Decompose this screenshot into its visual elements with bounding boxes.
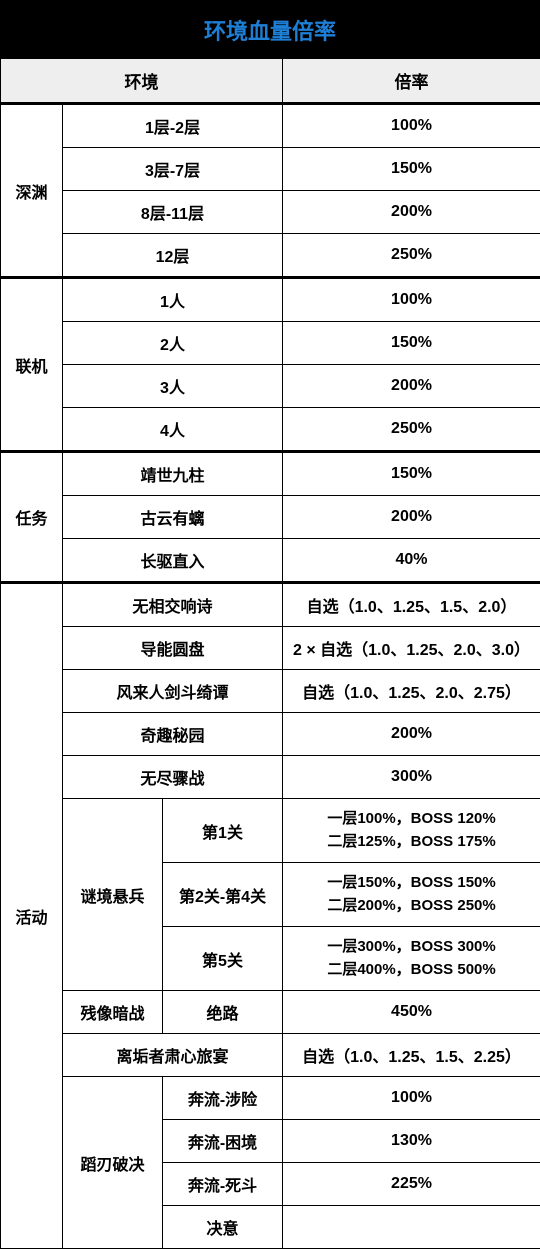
cell-rate: 100% [283,1077,540,1120]
cell-rate: 一层100%，BOSS 120% 二层125%，BOSS 175% [283,799,540,863]
cell-rate: 300% [283,756,540,799]
table-row: 3层-7层 150% [1,148,540,191]
cell-name: 导能圆盘 [63,627,283,670]
cell-rate: 一层300%，BOSS 300% 二层400%，BOSS 500% [283,927,540,991]
group-coop: 联机 [1,278,63,452]
cell-name: 长驱直入 [63,539,283,583]
cell-stage: 奔流-困境 [163,1120,283,1163]
table-container: 环境 倍率 深渊 1层-2层 100% 3层-7层 150% 8层-11层 20… [0,58,540,1249]
group-abyss: 深渊 [1,104,63,278]
table-row: 12层 250% [1,234,540,278]
cell-name: 12层 [63,234,283,278]
table-row: 活动 无相交响诗 自选（1.0、1.25、1.5、2.0） [1,583,540,627]
header-row: 环境 倍率 [1,59,540,104]
table-row: 导能圆盘 2 × 自选（1.0、1.25、2.0、3.0） [1,627,540,670]
cell-rate: 200% [283,713,540,756]
cell-name: 无尽骤战 [63,756,283,799]
cell-stage: 奔流-涉险 [163,1077,283,1120]
cell-rate: 150% [283,322,540,365]
cell-stage: 第5关 [163,927,283,991]
cell-name: 3层-7层 [63,148,283,191]
table-row: 无尽骤战 300% [1,756,540,799]
hp-multiplier-table: 环境 倍率 深渊 1层-2层 100% 3层-7层 150% 8层-11层 20… [0,58,540,1249]
table-row: 残像暗战 绝路 450% [1,991,540,1034]
cell-stage: 第1关 [163,799,283,863]
cell-rate: 150% [283,452,540,496]
page-title: 环境血量倍率 [0,0,540,58]
cell-rate: 40% [283,539,540,583]
cell-name: 2人 [63,322,283,365]
table-row: 风来人剑斗绮谭 自选（1.0、1.25、2.0、2.75） [1,670,540,713]
table-row: 联机 1人 100% [1,278,540,322]
cell-name: 古云有螭 [63,496,283,539]
cell-rate: 200% [283,365,540,408]
cell-rate: 一层150%，BOSS 150% 二层200%，BOSS 250% [283,863,540,927]
cell-rate [283,1206,540,1249]
group-quest: 任务 [1,452,63,583]
cell-stage: 奔流-死斗 [163,1163,283,1206]
cell-name: 奇趣秘园 [63,713,283,756]
cell-name: 靖世九柱 [63,452,283,496]
cell-name: 1人 [63,278,283,322]
table-row: 深渊 1层-2层 100% [1,104,540,148]
subgroup-mijing: 谜境悬兵 [63,799,163,991]
table-row: 谜境悬兵 第1关 一层100%，BOSS 120% 二层125%，BOSS 17… [1,799,540,863]
header-rate: 倍率 [283,59,540,104]
cell-rate: 自选（1.0、1.25、1.5、2.0） [283,583,540,627]
cell-rate: 250% [283,234,540,278]
cell-name: 3人 [63,365,283,408]
header-env: 环境 [1,59,283,104]
table-row: 4人 250% [1,408,540,452]
table-row: 3人 200% [1,365,540,408]
cell-rate: 150% [283,148,540,191]
cell-stage: 决意 [163,1206,283,1249]
table-row: 蹈刃破决 奔流-涉险 100% [1,1077,540,1120]
table-row: 2人 150% [1,322,540,365]
cell-name: 1层-2层 [63,104,283,148]
cell-rate: 200% [283,496,540,539]
cell-rate: 130% [283,1120,540,1163]
cell-rate: 自选（1.0、1.25、1.5、2.25） [283,1034,540,1077]
cell-rate: 100% [283,278,540,322]
cell-rate: 450% [283,991,540,1034]
cell-rate: 自选（1.0、1.25、2.0、2.75） [283,670,540,713]
table-row: 长驱直入 40% [1,539,540,583]
cell-rate: 100% [283,104,540,148]
table-row: 离垢者肃心旅宴 自选（1.0、1.25、1.5、2.25） [1,1034,540,1077]
cell-rate: 2 × 自选（1.0、1.25、2.0、3.0） [283,627,540,670]
table-row: 8层-11层 200% [1,191,540,234]
group-event: 活动 [1,583,63,1249]
cell-name: 风来人剑斗绮谭 [63,670,283,713]
subgroup-canxiang: 残像暗战 [63,991,163,1034]
table-row: 任务 靖世九柱 150% [1,452,540,496]
cell-rate: 250% [283,408,540,452]
cell-name: 无相交响诗 [63,583,283,627]
table-row: 奇趣秘园 200% [1,713,540,756]
cell-rate: 200% [283,191,540,234]
table-row: 古云有螭 200% [1,496,540,539]
cell-stage: 绝路 [163,991,283,1034]
cell-name: 8层-11层 [63,191,283,234]
cell-stage: 第2关-第4关 [163,863,283,927]
cell-rate: 225% [283,1163,540,1206]
cell-name: 离垢者肃心旅宴 [63,1034,283,1077]
cell-name: 4人 [63,408,283,452]
subgroup-beiren: 蹈刃破决 [63,1077,163,1249]
